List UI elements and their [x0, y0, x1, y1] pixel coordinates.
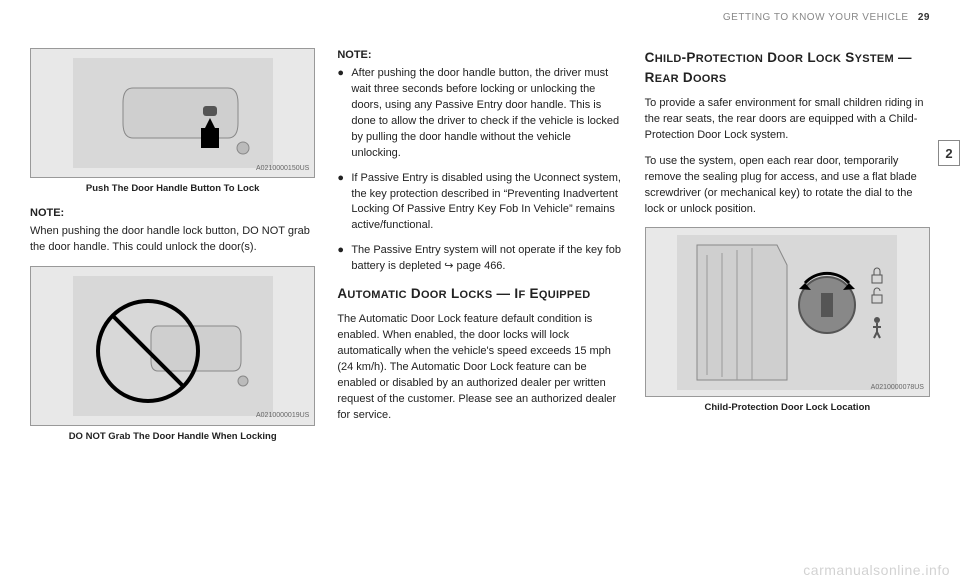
bullet-item: ● The Passive Entry system will not oper…: [337, 243, 622, 275]
figure-door-handle-button: A0210000150US: [30, 48, 315, 178]
bullet-marker: ●: [337, 66, 351, 162]
section-heading: CHILD-PROTECTION DOOR LOCK SYSTEM — REAR…: [645, 48, 930, 88]
body-paragraph: To provide a safer environment for small…: [645, 96, 930, 144]
figure-child-lock: A0210000078US: [645, 227, 930, 397]
body-paragraph: The Automatic Door Lock feature default …: [337, 312, 622, 424]
watermark: carmanualsonline.info: [803, 562, 950, 578]
column-1: A0210000150US Push The Door Handle Butto…: [30, 48, 315, 453]
bullet-text: After pushing the door handle button, th…: [351, 66, 622, 162]
column-3: CHILD-PROTECTION DOOR LOCK SYSTEM — REAR…: [645, 48, 930, 453]
bullet-marker: ●: [337, 243, 351, 275]
page-number: 29: [918, 12, 930, 23]
figure-caption: Child-Protection Door Lock Location: [645, 401, 930, 415]
bullet-text: The Passive Entry system will not operat…: [351, 243, 622, 275]
bullet-item: ● If Passive Entry is disabled using the…: [337, 171, 622, 235]
chapter-tab: 2: [938, 140, 960, 166]
bullet-text: If Passive Entry is disabled using the U…: [351, 171, 622, 235]
figure-caption: DO NOT Grab The Door Handle When Locking: [30, 430, 315, 444]
bullet-marker: ●: [337, 171, 351, 235]
page-header: GETTING TO KNOW YOUR VEHICLE 29: [723, 12, 930, 23]
figure-code: A0210000078US: [871, 383, 924, 393]
bullet-item: ● After pushing the door handle button, …: [337, 66, 622, 162]
content-columns: A0210000150US Push The Door Handle Butto…: [30, 48, 930, 453]
do-not-grab-illustration: [73, 276, 273, 416]
section-label: GETTING TO KNOW YOUR VEHICLE: [723, 12, 909, 23]
door-handle-illustration: [73, 58, 273, 168]
column-2: NOTE: ● After pushing the door handle bu…: [337, 48, 622, 453]
note-label: NOTE:: [30, 206, 315, 222]
body-paragraph: To use the system, open each rear door, …: [645, 154, 930, 218]
note-text: When pushing the door handle lock button…: [30, 224, 315, 256]
note-label: NOTE:: [337, 48, 622, 64]
figure-code: A0210000019US: [256, 411, 309, 421]
figure-do-not-grab: A0210000019US: [30, 266, 315, 426]
section-heading: AUTOMATIC DOOR LOCKS — IF EQUIPPED: [337, 284, 622, 304]
figure-code: A0210000150US: [256, 164, 309, 174]
figure-caption: Push The Door Handle Button To Lock: [30, 182, 315, 196]
child-lock-illustration: [677, 235, 897, 390]
